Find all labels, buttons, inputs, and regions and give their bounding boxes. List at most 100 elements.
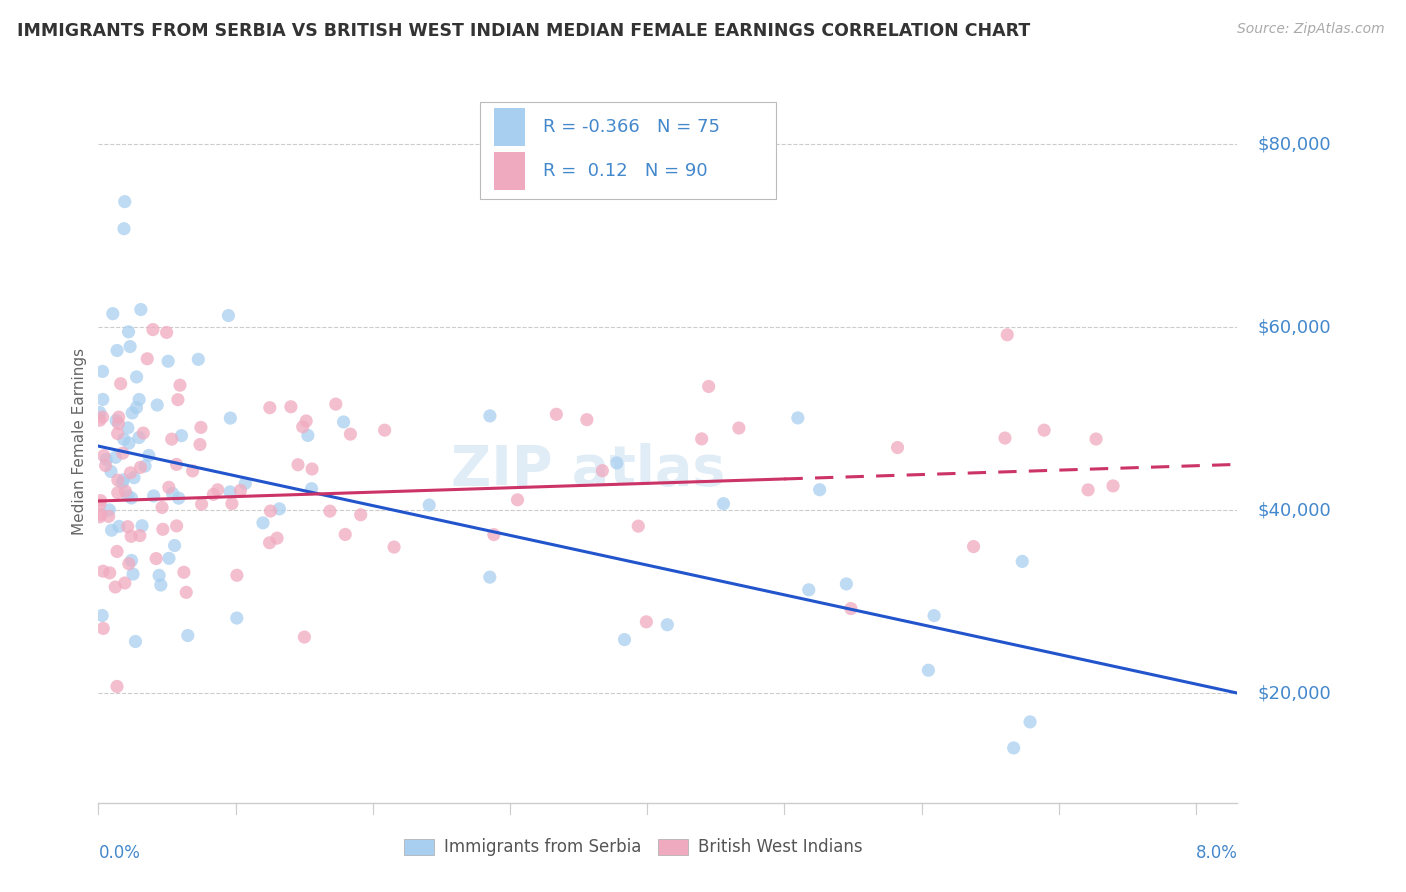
Point xyxy=(142,322,165,336)
Point xyxy=(112,433,135,447)
Point xyxy=(382,540,405,554)
Point xyxy=(91,564,114,578)
Point xyxy=(188,437,211,451)
Point xyxy=(797,582,820,597)
Point xyxy=(122,470,145,484)
Point xyxy=(325,397,347,411)
Text: $60,000: $60,000 xyxy=(1258,318,1331,336)
Point xyxy=(118,436,141,450)
Point xyxy=(134,458,156,473)
Point xyxy=(506,492,529,507)
Point xyxy=(112,221,135,235)
Point xyxy=(166,458,188,472)
Point xyxy=(104,450,127,465)
Point xyxy=(107,473,129,487)
Point xyxy=(627,519,650,533)
Text: $40,000: $40,000 xyxy=(1258,501,1331,519)
Point xyxy=(252,516,274,530)
Point xyxy=(546,407,568,421)
Point xyxy=(120,529,142,543)
Point xyxy=(190,420,212,434)
Point xyxy=(105,413,128,427)
Point xyxy=(350,508,373,522)
Point xyxy=(132,426,155,441)
Point xyxy=(142,489,165,503)
Point xyxy=(89,405,111,419)
Point xyxy=(259,535,281,549)
Point xyxy=(149,578,172,592)
Point xyxy=(89,413,111,427)
Point xyxy=(229,483,252,498)
Point xyxy=(994,431,1017,445)
Point xyxy=(591,464,613,478)
Point xyxy=(374,423,396,437)
Point xyxy=(112,473,135,487)
Point xyxy=(114,194,136,209)
Point xyxy=(117,519,139,533)
Text: 8.0%: 8.0% xyxy=(1195,844,1237,862)
Point xyxy=(98,566,121,580)
FancyBboxPatch shape xyxy=(479,102,776,200)
Point xyxy=(166,519,188,533)
Point xyxy=(157,354,180,368)
Point xyxy=(157,551,180,566)
Point xyxy=(121,406,143,420)
Point xyxy=(125,370,148,384)
Point xyxy=(91,608,114,623)
Point xyxy=(221,497,243,511)
Point xyxy=(94,458,117,473)
Point xyxy=(145,551,167,566)
Point xyxy=(90,508,112,522)
Point xyxy=(335,527,357,541)
Point xyxy=(478,570,501,584)
Point xyxy=(478,409,501,423)
Point xyxy=(100,523,122,537)
Point xyxy=(297,428,319,442)
Point xyxy=(108,519,131,533)
Point xyxy=(131,518,153,533)
Point xyxy=(100,465,122,479)
Point xyxy=(922,608,945,623)
Point xyxy=(636,615,658,629)
Point xyxy=(167,491,190,506)
Point xyxy=(117,489,139,503)
Text: $80,000: $80,000 xyxy=(1258,136,1331,153)
Point xyxy=(155,326,177,340)
Point xyxy=(301,462,323,476)
Bar xyxy=(494,108,526,146)
Point xyxy=(120,466,142,480)
Point xyxy=(128,431,150,445)
Point xyxy=(107,410,129,425)
Point xyxy=(117,325,139,339)
Point xyxy=(266,531,288,545)
Point xyxy=(1033,423,1056,437)
Point xyxy=(157,480,180,494)
Point xyxy=(91,410,114,425)
Point xyxy=(120,340,142,354)
Point xyxy=(287,458,309,472)
Point xyxy=(613,632,636,647)
Point xyxy=(886,441,908,455)
Point xyxy=(117,421,139,435)
Point xyxy=(121,553,143,567)
Point xyxy=(105,680,128,694)
Point xyxy=(202,487,225,501)
Point xyxy=(97,509,120,524)
Point xyxy=(104,580,127,594)
Point xyxy=(190,497,212,511)
Point xyxy=(111,446,134,460)
Text: $20,000: $20,000 xyxy=(1258,684,1331,702)
Point xyxy=(1019,714,1042,729)
Y-axis label: Median Female Earnings: Median Female Earnings xyxy=(72,348,87,535)
Point xyxy=(217,309,239,323)
Point xyxy=(89,509,111,524)
Point xyxy=(1102,479,1125,493)
Point xyxy=(114,484,136,499)
Point xyxy=(150,500,173,515)
Point xyxy=(110,376,132,391)
Point xyxy=(181,464,204,478)
Text: IMMIGRANTS FROM SERBIA VS BRITISH WEST INDIAN MEDIAN FEMALE EARNINGS CORRELATION: IMMIGRANTS FROM SERBIA VS BRITISH WEST I… xyxy=(17,22,1031,40)
Point xyxy=(160,432,183,446)
Point xyxy=(138,449,160,463)
Point xyxy=(169,378,191,392)
